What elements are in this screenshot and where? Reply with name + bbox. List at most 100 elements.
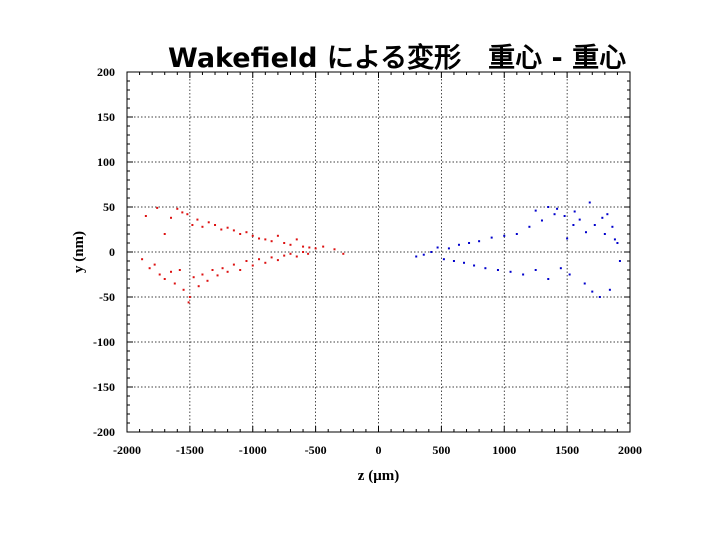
data-point	[484, 267, 487, 270]
data-point	[302, 251, 305, 253]
data-point	[216, 274, 219, 277]
data-point	[201, 273, 204, 276]
data-point	[156, 206, 159, 209]
data-point	[447, 247, 450, 250]
data-point	[196, 218, 199, 221]
data-point	[478, 240, 481, 243]
data-point	[598, 296, 601, 298]
data-point	[547, 206, 550, 208]
data-point	[276, 234, 279, 237]
data-point	[289, 252, 292, 255]
data-point	[187, 301, 190, 304]
data-point	[534, 209, 537, 212]
data-point	[276, 259, 279, 262]
data-point	[170, 216, 173, 219]
data-point	[442, 258, 445, 261]
data-point	[563, 215, 566, 217]
data-point	[176, 207, 179, 210]
data-point	[573, 210, 576, 213]
data-point	[289, 243, 292, 246]
grid	[127, 72, 630, 432]
data-point	[239, 269, 242, 271]
data-point	[206, 279, 209, 282]
y-tick-label: 150	[97, 110, 115, 124]
data-point	[181, 211, 184, 214]
x-tick-label: 2000	[618, 443, 642, 457]
data-point	[559, 267, 562, 270]
data-point	[295, 238, 298, 241]
y-tick-label: -50	[99, 290, 115, 304]
data-point	[302, 245, 305, 248]
data-point	[226, 226, 229, 229]
data-point	[192, 276, 195, 279]
data-point	[616, 242, 619, 244]
y-tick-label: -100	[93, 335, 115, 349]
x-tick-label: 1500	[555, 443, 579, 457]
data-point	[572, 224, 575, 226]
axis-ticks: -2000 -1500 -1000 -500 0 500 1000 1500 200020015…	[93, 65, 642, 457]
x-tick-label: -500	[305, 443, 327, 457]
data-point	[603, 233, 606, 235]
data-point	[258, 258, 261, 261]
data-point	[232, 229, 235, 232]
data-point	[163, 233, 166, 235]
data-point	[463, 261, 466, 264]
data-point	[593, 224, 596, 226]
data-point	[566, 237, 569, 240]
data-point	[522, 273, 525, 276]
data-point	[342, 252, 345, 255]
data-point	[547, 278, 550, 280]
data-point	[509, 270, 512, 273]
data-point	[503, 234, 506, 237]
data-point	[295, 255, 298, 258]
data-point	[606, 213, 609, 216]
data-point	[415, 255, 418, 258]
data-point	[258, 237, 261, 240]
data-point	[496, 269, 499, 271]
data-point	[251, 264, 254, 267]
data-point	[191, 224, 194, 226]
data-point	[556, 207, 559, 210]
data-point	[214, 224, 217, 226]
data-point	[245, 260, 248, 262]
data-point	[188, 296, 191, 298]
data-point	[207, 221, 210, 224]
data-point	[468, 242, 471, 244]
data-point	[211, 269, 214, 271]
data-point	[457, 243, 460, 246]
data-point	[422, 253, 425, 256]
data-point	[153, 263, 156, 266]
data-points	[141, 201, 621, 304]
data-point	[613, 238, 616, 241]
data-point	[173, 282, 176, 285]
x-axis-label: z (μm)	[358, 468, 399, 484]
data-point	[186, 213, 189, 216]
data-point	[583, 282, 586, 285]
data-point	[540, 219, 543, 222]
y-axis-label: y (nm)	[71, 231, 87, 273]
data-point	[182, 288, 185, 291]
x-tick-label: -2000	[113, 443, 141, 457]
data-point	[322, 245, 325, 248]
data-point	[220, 228, 223, 231]
data-point	[201, 225, 204, 228]
data-point	[148, 267, 151, 270]
data-point	[568, 273, 571, 276]
data-point	[553, 213, 556, 216]
y-tick-label: 100	[97, 155, 115, 169]
x-tick-label: 1000	[492, 443, 516, 457]
data-point	[314, 247, 317, 250]
data-point	[452, 260, 455, 262]
data-point	[307, 252, 310, 255]
data-point	[601, 216, 604, 219]
x-tick-label: -1000	[239, 443, 267, 457]
y-tick-label: 50	[103, 200, 115, 214]
data-point	[515, 233, 518, 235]
data-point	[251, 234, 254, 237]
slide-title: Wakefield による変形 重心 - 重心	[168, 43, 627, 74]
series-1	[141, 206, 345, 304]
data-point	[178, 269, 181, 271]
data-point	[245, 231, 248, 234]
data-point	[226, 270, 229, 273]
